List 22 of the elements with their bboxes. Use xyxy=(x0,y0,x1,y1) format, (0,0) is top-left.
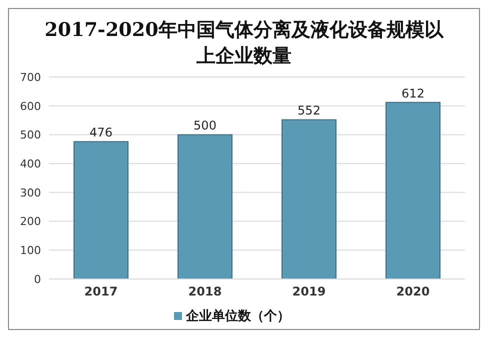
bar xyxy=(386,102,440,279)
data-label: 612 xyxy=(402,86,424,100)
y-tick-label: 700 xyxy=(20,70,41,84)
bar xyxy=(178,134,232,279)
data-label: 552 xyxy=(298,104,320,118)
y-tick-label: 300 xyxy=(20,186,41,200)
x-tick-label: 2019 xyxy=(292,284,326,299)
y-tick-label: 100 xyxy=(20,244,41,258)
x-tick-label: 2020 xyxy=(396,284,430,299)
legend-label: 企业单位数（个） xyxy=(186,309,290,324)
y-tick-label: 200 xyxy=(20,215,41,228)
x-tick-label: 2017 xyxy=(84,284,118,299)
x-tick-label: 2018 xyxy=(188,284,222,299)
y-tick-label: 400 xyxy=(20,157,41,170)
bar xyxy=(282,119,336,279)
y-tick-label: 600 xyxy=(20,100,41,113)
y-tick-label: 500 xyxy=(20,128,41,142)
data-label: 500 xyxy=(194,118,216,133)
data-label: 476 xyxy=(90,126,112,140)
bar xyxy=(74,141,128,279)
y-tick-label: 0 xyxy=(34,272,41,286)
chart-title: 2017-2020年中国气体分离及液化设备规模以上企业数量 xyxy=(44,18,444,69)
